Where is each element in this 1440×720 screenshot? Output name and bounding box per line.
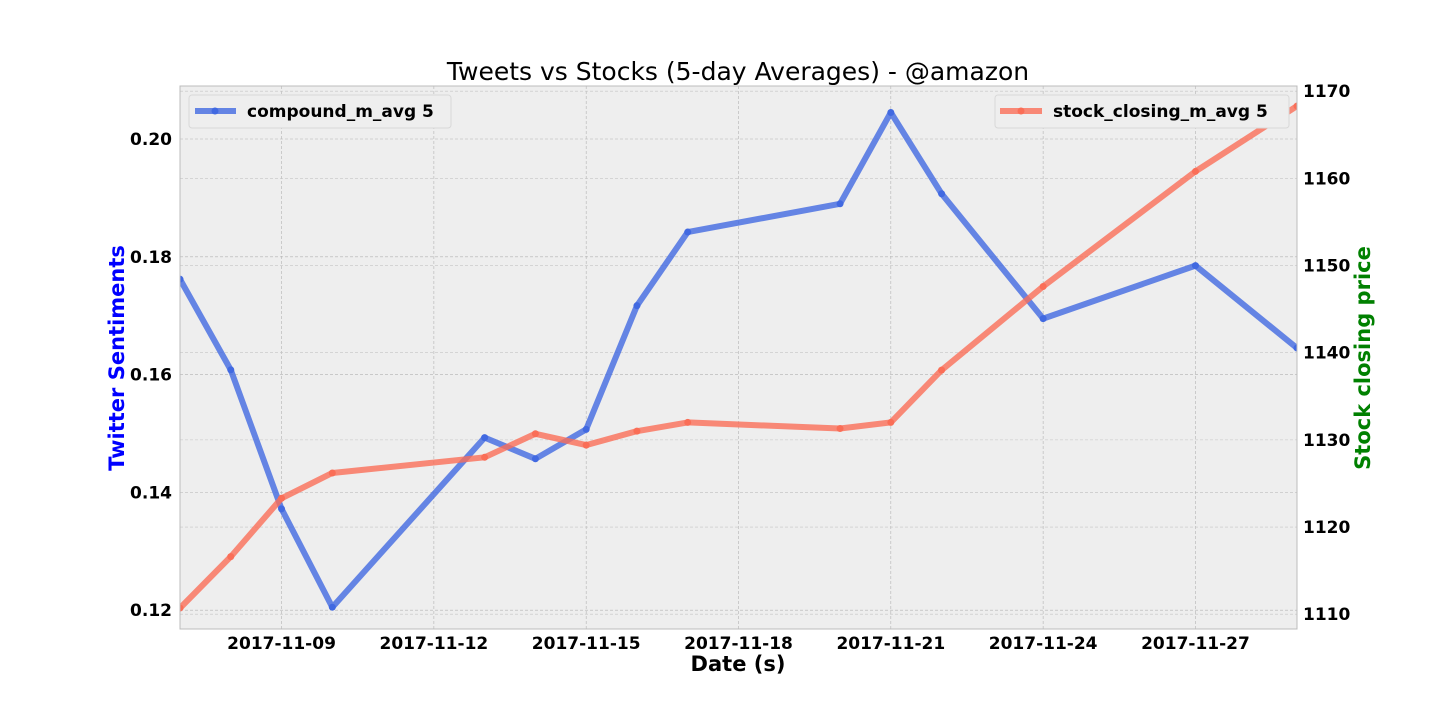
data-point — [180, 604, 184, 612]
series-stock-closing — [180, 102, 1297, 612]
x-axis-ticks: 2017-11-09 2017-11-12 2017-11-15 2017-11-18… — [227, 634, 1250, 654]
data-point — [633, 427, 641, 435]
y-left-tick-label: 0.12 — [130, 601, 172, 621]
y-left-tick-label: 0.16 — [130, 366, 172, 386]
y-left-tick-label: 0.14 — [130, 483, 172, 503]
data-point — [1039, 282, 1047, 290]
y-axis-right-ticks: 1110 1120 1130 1140 1150 1160 1170 — [1303, 82, 1350, 625]
y-axis-left-label: Twitter Sentiments — [105, 245, 129, 471]
x-axis-label: Date (s) — [691, 652, 786, 676]
data-point — [582, 425, 590, 433]
data-point — [1191, 262, 1199, 270]
chart-title: Tweets vs Stocks (5-day Averages) - @ama… — [446, 57, 1029, 86]
y-left-tick-label: 0.18 — [130, 248, 172, 268]
data-point — [278, 505, 286, 513]
x-tick-label: 2017-11-09 — [227, 634, 336, 654]
legend-left-marker — [211, 107, 219, 115]
legend-right-box — [994, 94, 1290, 129]
data-point — [227, 553, 235, 561]
data-point — [582, 441, 590, 449]
plot-frame — [179, 85, 1298, 630]
data-point — [481, 434, 489, 442]
x-tick-label: 2017-11-24 — [989, 634, 1098, 654]
series-layer — [180, 102, 1297, 612]
data-point — [1293, 102, 1297, 110]
legend-right-label: stock_closing_m_avg 5 — [1053, 102, 1268, 122]
data-point — [938, 366, 946, 374]
x-tick-label: 2017-11-21 — [836, 634, 945, 654]
data-point — [684, 418, 692, 426]
legend-right: stock_closing_m_avg 5 — [994, 94, 1290, 129]
data-point — [887, 109, 895, 117]
data-point — [1191, 167, 1199, 175]
data-point — [836, 200, 844, 208]
data-point — [481, 453, 489, 461]
x-tick-label: 2017-11-27 — [1141, 634, 1250, 654]
legend-right-marker — [1017, 107, 1025, 115]
y-right-tick-label: 1110 — [1303, 605, 1350, 625]
data-point — [531, 430, 539, 438]
data-point — [1293, 344, 1297, 352]
data-point — [938, 190, 946, 198]
x-tick-label: 2017-11-15 — [532, 634, 641, 654]
y-right-tick-label: 1160 — [1303, 169, 1350, 189]
legend-left-box — [188, 94, 452, 129]
y-right-tick-label: 1170 — [1303, 82, 1350, 102]
legend-left-label: compound_m_avg 5 — [247, 102, 434, 122]
data-point — [887, 418, 895, 426]
data-point — [328, 469, 336, 477]
y-right-tick-label: 1150 — [1303, 257, 1350, 277]
legend-left: compound_m_avg 5 — [188, 94, 452, 129]
data-point — [1039, 315, 1047, 323]
data-point — [633, 302, 641, 310]
y-right-tick-label: 1130 — [1303, 431, 1350, 451]
x-tick-label: 2017-11-18 — [684, 634, 793, 654]
x-tick-label: 2017-11-12 — [379, 634, 488, 654]
y-right-tick-label: 1120 — [1303, 518, 1350, 538]
data-point — [180, 275, 184, 283]
data-point — [278, 494, 286, 502]
data-point — [836, 425, 844, 433]
data-point — [227, 366, 235, 374]
data-point — [684, 228, 692, 236]
y-right-tick-label: 1140 — [1303, 344, 1350, 364]
y-left-tick-label: 0.20 — [130, 130, 172, 150]
grid — [180, 86, 1297, 629]
data-point — [531, 455, 539, 463]
series-compound — [180, 109, 1297, 611]
y-axis-left-ticks: 0.12 0.14 0.16 0.18 0.20 — [130, 130, 172, 621]
data-point — [328, 603, 336, 611]
y-axis-right-label: Stock closing price — [1351, 246, 1375, 470]
